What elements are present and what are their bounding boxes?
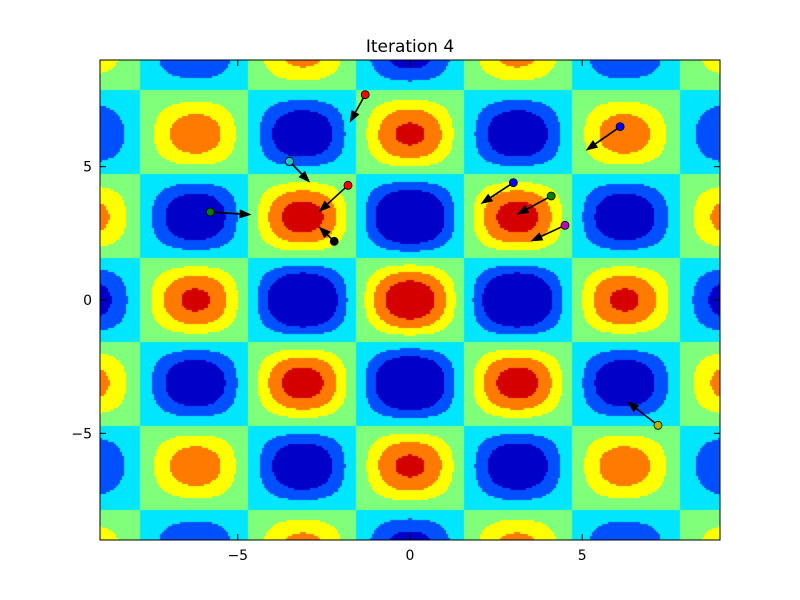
axis-ticks: −5 0 5 −5 0 5 <box>71 60 720 564</box>
particle-7 <box>516 191 556 215</box>
x-tick-label: 0 <box>406 548 415 564</box>
particle-1 <box>349 90 370 123</box>
particle-marker <box>615 122 625 132</box>
arrow-shaft <box>595 126 621 145</box>
arrow-head <box>585 140 599 151</box>
particle-arrows <box>205 90 663 430</box>
particle-3 <box>318 180 353 212</box>
arrow-head <box>530 232 544 242</box>
arrow-head <box>239 209 252 219</box>
particle-marker <box>508 178 518 188</box>
arrow-head <box>318 200 331 212</box>
particle-marker <box>560 220 570 230</box>
arrow-shaft <box>327 184 349 205</box>
arrow-head <box>480 193 494 204</box>
arrow-head <box>516 204 530 215</box>
arrow-head <box>349 109 360 123</box>
particle-4 <box>205 207 252 219</box>
arrow-head <box>318 226 331 239</box>
arrow-head <box>298 170 311 183</box>
arrow-shaft <box>526 195 552 210</box>
contour-surface <box>100 60 720 540</box>
particle-marker <box>653 420 663 430</box>
particle-6 <box>480 178 518 204</box>
particle-5 <box>318 226 339 246</box>
x-tick-label: −5 <box>227 548 248 564</box>
arrow-shaft <box>490 181 514 199</box>
particle-marker <box>360 90 370 100</box>
particle-marker <box>329 236 339 246</box>
particle-2 <box>285 156 311 183</box>
arrow-shaft <box>210 211 240 215</box>
chart-title: Iteration 4 <box>366 37 454 57</box>
y-tick-label: 5 <box>83 160 92 176</box>
particle-marker <box>343 180 353 190</box>
y-tick-label: −5 <box>71 426 92 442</box>
x-tick-label: 5 <box>578 548 587 564</box>
arrow-head <box>627 401 640 413</box>
particle-marker <box>546 191 556 201</box>
particle-8 <box>530 220 570 242</box>
particle-marker <box>285 156 294 166</box>
arrow-shaft <box>635 408 659 426</box>
particle-9 <box>585 122 625 151</box>
y-tick-label: 0 <box>83 293 92 309</box>
particle-marker <box>205 207 215 217</box>
particle-10 <box>627 401 663 430</box>
plot-area <box>100 60 720 540</box>
